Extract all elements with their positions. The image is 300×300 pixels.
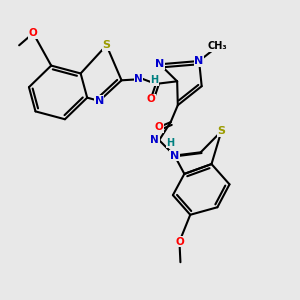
- Text: O: O: [146, 94, 155, 104]
- Text: N: N: [155, 59, 164, 69]
- Text: O: O: [175, 237, 184, 247]
- Text: O: O: [154, 122, 163, 132]
- Text: N: N: [150, 135, 159, 145]
- Text: CH₃: CH₃: [208, 41, 227, 51]
- Text: O: O: [29, 28, 38, 38]
- Text: N: N: [95, 96, 104, 106]
- Text: H: H: [150, 76, 158, 85]
- Text: N: N: [194, 56, 204, 66]
- Text: H: H: [167, 137, 175, 148]
- Text: N: N: [170, 151, 179, 160]
- Text: N: N: [134, 74, 143, 84]
- Text: S: S: [103, 40, 110, 50]
- Text: S: S: [217, 126, 225, 136]
